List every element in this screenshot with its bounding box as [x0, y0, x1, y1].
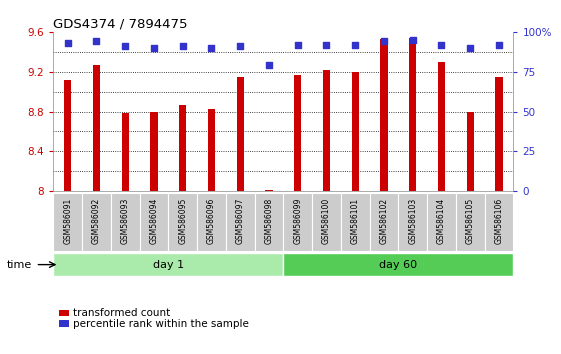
- Text: GSM586099: GSM586099: [293, 198, 302, 244]
- Point: [121, 44, 130, 49]
- Point: [236, 44, 245, 49]
- Text: GSM586101: GSM586101: [351, 198, 360, 244]
- Bar: [122, 113, 129, 191]
- Bar: [380, 39, 388, 191]
- Bar: [485, 193, 513, 251]
- Text: GSM586095: GSM586095: [178, 198, 187, 244]
- Text: GSM586100: GSM586100: [322, 198, 331, 244]
- Bar: [93, 65, 100, 191]
- Text: GSM586102: GSM586102: [379, 198, 388, 244]
- Text: GSM586097: GSM586097: [236, 198, 245, 244]
- Point: [437, 42, 446, 47]
- Bar: [265, 190, 273, 191]
- Point: [264, 62, 273, 68]
- Text: GSM586098: GSM586098: [264, 198, 273, 244]
- Bar: [53, 193, 82, 251]
- Bar: [283, 193, 312, 251]
- Bar: [64, 80, 71, 191]
- Text: day 60: day 60: [379, 259, 417, 270]
- Bar: [341, 193, 370, 251]
- Bar: [237, 77, 244, 191]
- Text: GSM586091: GSM586091: [63, 198, 72, 244]
- Text: GSM586092: GSM586092: [92, 198, 101, 244]
- Bar: [283, 253, 513, 276]
- Point: [408, 37, 417, 42]
- Bar: [111, 193, 140, 251]
- Bar: [398, 193, 427, 251]
- Text: transformed count: transformed count: [73, 308, 170, 318]
- Point: [178, 44, 187, 49]
- Bar: [208, 109, 215, 191]
- Text: GSM586106: GSM586106: [494, 198, 503, 244]
- Bar: [495, 77, 503, 191]
- Bar: [312, 193, 341, 251]
- Bar: [352, 72, 359, 191]
- Point: [92, 39, 101, 44]
- Text: GSM586096: GSM586096: [207, 198, 216, 244]
- Bar: [456, 193, 485, 251]
- Point: [63, 40, 72, 46]
- Point: [293, 42, 302, 47]
- Point: [149, 45, 158, 51]
- Text: GSM586105: GSM586105: [466, 198, 475, 244]
- Text: GSM586103: GSM586103: [408, 198, 417, 244]
- Point: [351, 42, 360, 47]
- Bar: [82, 193, 111, 251]
- Bar: [168, 193, 197, 251]
- Text: GDS4374 / 7894475: GDS4374 / 7894475: [53, 18, 188, 31]
- Bar: [323, 70, 330, 191]
- Bar: [140, 193, 168, 251]
- Bar: [427, 193, 456, 251]
- Bar: [179, 104, 186, 191]
- Bar: [467, 112, 474, 191]
- Text: percentile rank within the sample: percentile rank within the sample: [73, 319, 249, 329]
- Bar: [150, 112, 158, 191]
- Bar: [294, 75, 301, 191]
- Bar: [226, 193, 255, 251]
- Bar: [197, 193, 226, 251]
- Text: GSM586093: GSM586093: [121, 198, 130, 244]
- Point: [466, 45, 475, 51]
- Bar: [255, 193, 283, 251]
- Bar: [370, 193, 398, 251]
- Text: GSM586104: GSM586104: [437, 198, 446, 244]
- Point: [379, 39, 388, 44]
- Point: [322, 42, 331, 47]
- Bar: [53, 253, 283, 276]
- Point: [207, 45, 216, 51]
- Text: GSM586094: GSM586094: [149, 198, 158, 244]
- Bar: [438, 62, 445, 191]
- Point: [494, 42, 503, 47]
- Text: day 1: day 1: [153, 259, 184, 270]
- Text: time: time: [7, 259, 32, 270]
- Bar: [409, 38, 416, 191]
